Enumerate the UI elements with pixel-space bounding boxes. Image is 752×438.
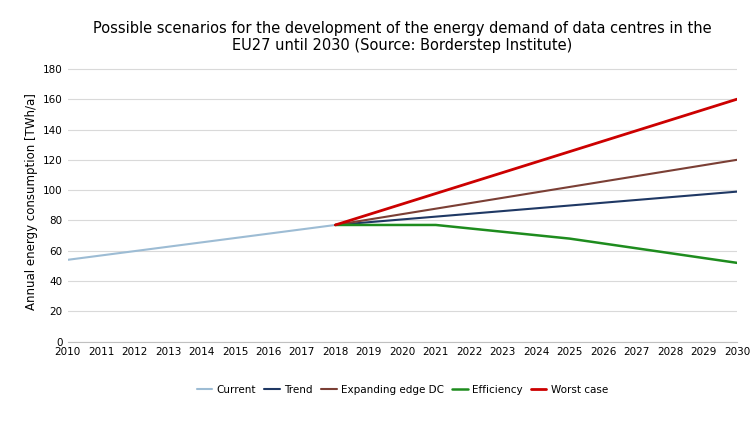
Line: Expanding edge DC: Expanding edge DC [335, 160, 737, 225]
Efficiency [565, 236, 574, 241]
Line: Worst case: Worst case [335, 99, 737, 225]
Trend [732, 189, 741, 194]
Line: Trend: Trend [335, 192, 737, 225]
Line: Efficiency: Efficiency [335, 225, 737, 263]
Current [331, 223, 340, 228]
Line: Current: Current [68, 225, 335, 260]
Efficiency [331, 223, 340, 228]
Y-axis label: Annual energy consumption [TWh/a]: Annual energy consumption [TWh/a] [25, 93, 38, 310]
Expanding edge DC [331, 223, 340, 228]
Efficiency [431, 223, 440, 228]
Title: Possible scenarios for the development of the energy demand of data centres in t: Possible scenarios for the development o… [93, 21, 711, 53]
Legend: Current, Trend, Expanding edge DC, Efficiency, Worst case: Current, Trend, Expanding edge DC, Effic… [193, 381, 612, 399]
Worst case [331, 223, 340, 228]
Worst case [732, 96, 741, 102]
Trend [331, 223, 340, 228]
Expanding edge DC [732, 157, 741, 162]
Current [63, 257, 72, 262]
Efficiency [732, 260, 741, 265]
